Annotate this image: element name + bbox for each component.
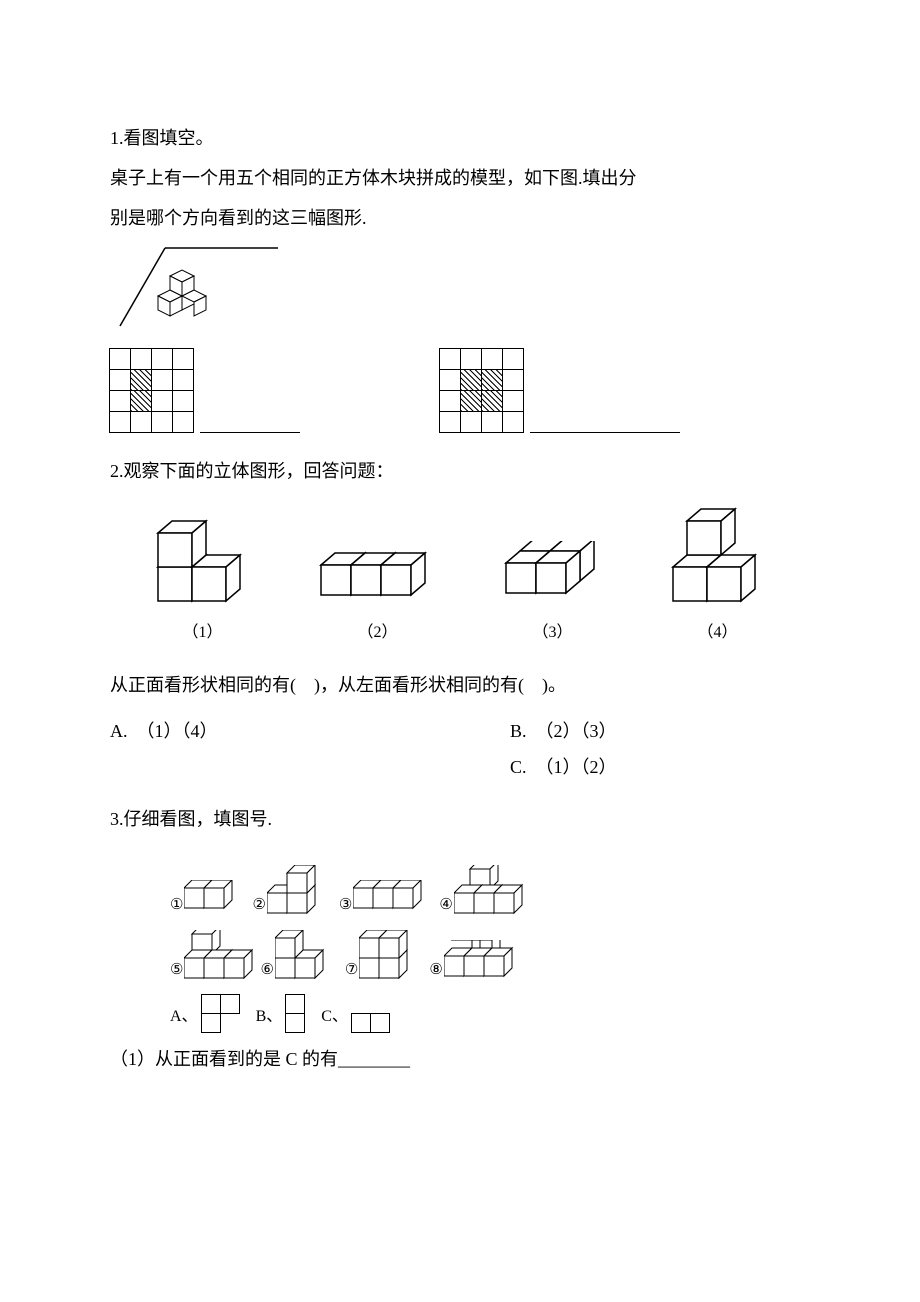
q2-label-2: （2） [313, 617, 443, 649]
q1-text-1: 桌子上有一个用五个相同的正方体木块拼成的模型，如下图.填出分 [110, 160, 810, 196]
q2-question: 从正面看形状相同的有( )，从左面看形状相同的有( )。 [110, 667, 810, 703]
q1-perspective-drawing [110, 244, 280, 339]
q3-fig-7: ⑦ [345, 930, 425, 985]
q1-title: 1.看图填空。 [110, 120, 810, 156]
q3-num-3: ③ [339, 890, 352, 920]
q3-fig-3: ③ [339, 880, 435, 920]
q2-title: 2.观察下面的立体图形，回答问题： [110, 453, 810, 489]
q3-opt-b-shape [286, 995, 305, 1033]
q3-fig-5: ⑤ [170, 930, 256, 985]
q2-fig-4: （4） [663, 501, 773, 649]
q3-opt-b: B、 [256, 995, 306, 1033]
q1-grids [110, 349, 810, 433]
q2-figures: （1） （2） （3） [110, 501, 810, 649]
q3-num-6: ⑥ [260, 955, 273, 985]
q2-fig-1: （1） [148, 501, 258, 649]
q3-opt-a-label: A、 [170, 1001, 198, 1033]
q1-text-2: 别是哪个方向看到的这三幅图形. [110, 200, 810, 236]
q1-grid-1 [110, 349, 300, 433]
q3-fig-6: ⑥ [260, 930, 340, 985]
q3-opt-c-shape [352, 1014, 390, 1033]
q3-opt-a-shape [202, 995, 240, 1033]
q3-fig-8: ⑧ [429, 940, 521, 985]
q3-num-8: ⑧ [429, 955, 442, 985]
q2-label-4: （4） [663, 617, 773, 649]
q3-num-4: ④ [439, 890, 452, 920]
q2-label-1: （1） [148, 617, 258, 649]
q3-options: A、 B、 C、 [170, 995, 810, 1033]
q3-opt-c: C、 [321, 1001, 390, 1033]
q3-fig-4: ④ [439, 865, 529, 920]
q2-opt-a: A. （1）（4） [110, 713, 510, 749]
q2-opt-b: B. （2）（3） [510, 713, 617, 749]
q3-num-7: ⑦ [345, 955, 358, 985]
q3-opt-c-label: C、 [321, 1001, 348, 1033]
q3-opt-a: A、 [170, 995, 240, 1033]
q2-fig-3: （3） [498, 541, 608, 649]
q3-num-5: ⑤ [170, 955, 183, 985]
q2-label-3: （3） [498, 617, 608, 649]
q3-title: 3.仔细看图，填图号. [110, 801, 810, 837]
q3-sub-1: （1）从正面看到的是 C 的有________ [110, 1041, 810, 1077]
q3-fig-1: ① [170, 880, 248, 920]
q2-opt-c: C. （1）（2） [510, 749, 617, 785]
q3-opt-b-label: B、 [256, 1001, 283, 1033]
q1-grid-2 [440, 349, 680, 433]
q1-blank-2 [530, 415, 680, 433]
q3-figures: ① ② ③ ④ [170, 865, 810, 985]
q2-options: A. （1）（4） B. （2）（3） C. （1）（2） [110, 713, 810, 785]
q1-blank-1 [200, 415, 300, 433]
q3-row-1: ① ② ③ ④ [170, 865, 810, 920]
q3-num-1: ① [170, 890, 183, 920]
q3-row-2: ⑤ ⑥ ⑦ ⑧ [170, 930, 810, 985]
q3-fig-2: ② [252, 865, 334, 920]
q2-fig-2: （2） [313, 541, 443, 649]
q3-num-2: ② [252, 890, 265, 920]
